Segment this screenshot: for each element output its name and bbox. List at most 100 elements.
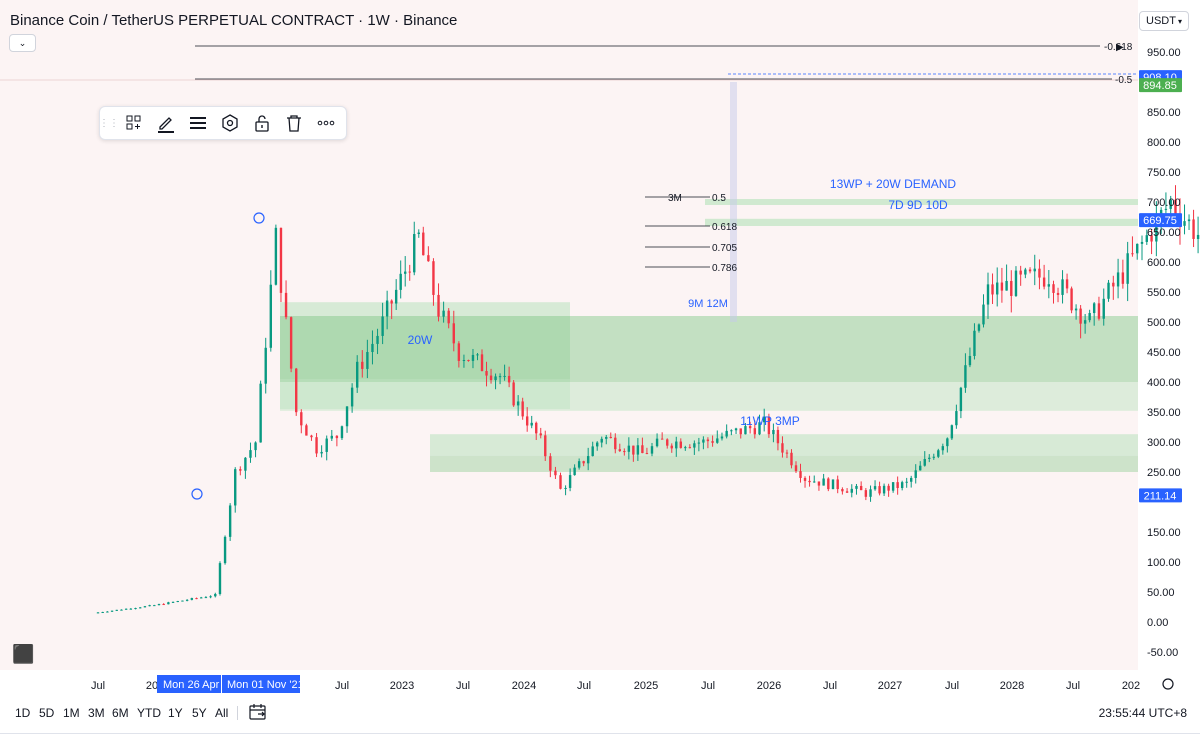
price-tick-label: 400.00 [1147, 377, 1181, 389]
price-tick-label: 850.00 [1147, 107, 1181, 119]
zone-20w-overlap [280, 316, 570, 379]
candle-body [462, 359, 466, 361]
time-tick-label: Jul [335, 680, 349, 692]
drawing-toolbar[interactable]: ⋮⋮ [99, 106, 347, 140]
candle-body [605, 436, 608, 439]
candle-body [878, 486, 881, 494]
period-1m[interactable]: 1M [63, 706, 80, 720]
candle-body [148, 605, 151, 607]
candle-body [1070, 288, 1073, 311]
period-5d[interactable]: 5D [39, 706, 55, 720]
candle-body [356, 361, 359, 388]
trash-icon[interactable] [278, 107, 310, 139]
candle-body [143, 606, 147, 608]
symbol-title[interactable]: Binance Coin / TetherUS PERPETUAL CONTRA… [10, 12, 458, 29]
candle-body [986, 284, 990, 305]
candle-body [864, 490, 868, 497]
candle-body [185, 599, 189, 601]
period-1y[interactable]: 1Y [168, 706, 183, 720]
candle-body [1192, 219, 1195, 239]
line-style-icon[interactable] [182, 107, 214, 139]
more-icon[interactable] [310, 107, 342, 139]
candle-body [408, 271, 411, 273]
period-5y[interactable]: 5Y [192, 706, 207, 720]
candle-body [730, 430, 733, 432]
candle-body [427, 255, 430, 262]
candle-body [181, 600, 184, 602]
candle-body [982, 304, 985, 325]
candle-body [394, 289, 398, 304]
candle-body [399, 273, 402, 290]
candle-body [190, 598, 194, 600]
candle-body [489, 375, 493, 381]
date-range-icon[interactable] [249, 703, 267, 726]
candle-body [618, 449, 622, 452]
period-6m[interactable]: 6M [112, 706, 129, 720]
candle-body [675, 441, 678, 449]
period-ytd[interactable]: YTD [137, 706, 161, 720]
candle-body [381, 316, 384, 336]
candle-body [195, 598, 198, 600]
price-tick-label: 800.00 [1147, 137, 1181, 149]
candle-body [1145, 235, 1148, 242]
period-divider [237, 706, 238, 720]
candle-body [850, 488, 853, 493]
price-tick-label: 600.00 [1147, 257, 1181, 269]
candle-body [498, 376, 502, 378]
candle-body [516, 401, 520, 406]
candle-body [776, 429, 780, 444]
candle-body [697, 442, 701, 444]
candle-body [1140, 241, 1144, 244]
candle-body [300, 412, 303, 426]
period-1d[interactable]: 1D [15, 706, 31, 720]
collapse-legend-button[interactable]: ⌄ [9, 34, 36, 52]
object-tree-icon[interactable] [118, 107, 150, 139]
price-axis-background [1138, 0, 1200, 670]
currency-selector[interactable]: USDT ▾ [1139, 11, 1189, 31]
candles-layer [96, 185, 1200, 614]
drag-handle-icon[interactable]: ⋮⋮ [99, 117, 119, 129]
crosshair-time-label: Mon 26 Apr ' [163, 679, 224, 691]
settings-hexagon-icon[interactable] [214, 107, 246, 139]
pencil-icon[interactable] [150, 107, 182, 139]
time-tick-label: 2026 [757, 680, 781, 692]
candle-body [693, 443, 696, 448]
candle-body [1116, 272, 1120, 287]
bottom-border [0, 733, 1200, 734]
unlock-icon[interactable] [246, 107, 278, 139]
candle-body [432, 261, 435, 295]
period-all[interactable]: All [215, 706, 229, 720]
candle-body [650, 446, 654, 454]
candle-body [1174, 199, 1177, 215]
price-badge [1139, 78, 1182, 93]
price-axis[interactable]: 950.00 850.00 800.00 750.00 700.00 650.00 600.… [1116, 42, 1182, 659]
candle-body [320, 451, 323, 454]
crosshair-time-badge [222, 675, 300, 693]
candle-body [873, 486, 877, 490]
candle-body [361, 361, 364, 369]
candle-body [101, 612, 104, 614]
candle-body [808, 480, 811, 483]
clock-timezone[interactable]: 23:55:44 UTC+8 [1098, 706, 1187, 720]
candle-body [228, 505, 232, 537]
candle-body [923, 459, 926, 466]
time-tick-label: 20 [146, 680, 158, 692]
candle-body [1052, 284, 1055, 293]
price-tick-label: 0.00 [1147, 617, 1168, 629]
candle-body [831, 479, 835, 490]
price-tick-label: 350.00 [1147, 407, 1181, 419]
candle-body [1056, 292, 1060, 295]
candle-body [1150, 235, 1153, 242]
candle-body [1083, 320, 1087, 324]
candle-body [507, 375, 511, 383]
candle-body [1033, 268, 1036, 272]
candle-body [928, 457, 931, 460]
time-axis[interactable]: Jul 20 Jul 2023 Jul 2024 Jul 2025 Jul 2026 Jul 2027… [91, 675, 1174, 693]
candle-body [1047, 284, 1051, 287]
levels-layer [0, 45, 1138, 268]
candle-body [1169, 199, 1172, 209]
period-3m[interactable]: 3M [88, 706, 105, 720]
price-badge [1139, 488, 1182, 503]
candle-body [259, 383, 262, 443]
